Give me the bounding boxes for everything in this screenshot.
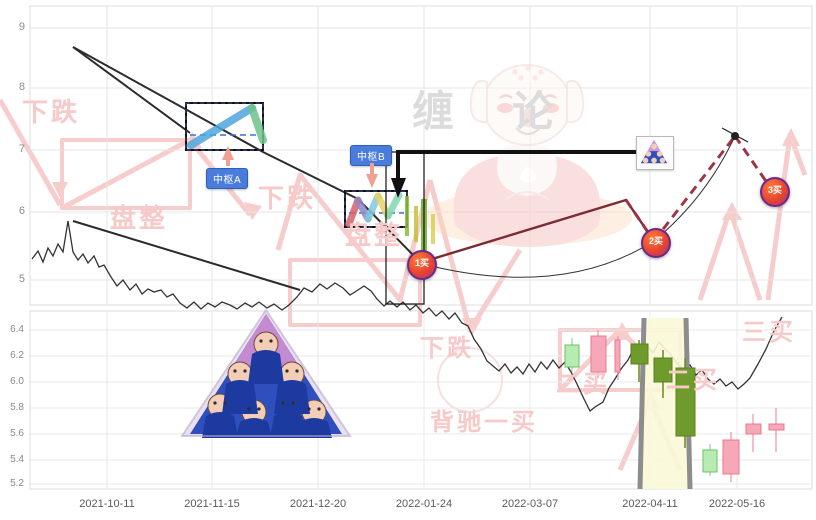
xtick-2: 2021-12-20 [289,498,347,510]
ytick-price-0: 9 [18,21,25,33]
brand-right-char: 论 [512,87,555,136]
ytick-vol-6: 5.2 [10,478,24,489]
candle [702,444,718,476]
xtick-0: 2021-10-11 [79,498,135,510]
xtick-6: 2022-05-16 [708,498,766,510]
badge-buy-3[interactable]: 3买 [760,177,790,207]
xtick-5: 2022-04-11 [622,498,678,510]
watermark-text-8: 三买 [742,318,796,346]
pyramid-photo-thumbnail[interactable] [636,136,674,170]
ytick-price-2: 7 [18,143,25,155]
watermark-text-3: 盘整 [345,221,404,251]
badge-buy-1[interactable]: 1买 [407,250,437,280]
pivot-box-a [185,102,267,151]
rising-channel [418,198,655,265]
ytick-vol-1: 6.2 [10,350,24,361]
xtick-1: 2021-11-15 [184,498,240,510]
ytick-vol-5: 5.4 [10,454,24,465]
ytick-vol-2: 6.0 [10,376,24,387]
watermark-text-7: 二买 [666,366,720,394]
candle [768,408,785,452]
xtick-3: 2022-01-24 [395,498,453,510]
candle [745,414,762,452]
ytick-price-1: 8 [18,81,25,93]
badge-buy-2[interactable]: 2买 [641,228,671,258]
ytick-vol-0: 6.4 [10,324,24,335]
watermark-text-1: 盘整 [110,204,169,234]
pivot-label-a[interactable]: 中枢A [206,168,249,189]
pivot-label-b[interactable]: 中枢B [350,145,393,166]
ytick-vol-4: 5.6 [10,428,24,439]
ytick-price-3: 6 [18,205,25,217]
candle [614,336,621,380]
ytick-price-4: 5 [18,273,25,285]
watermark-text-2: 下跌 [258,184,317,214]
watermark-text-0: 下跌 [22,98,81,128]
candle [630,340,649,382]
watermark-text-4: 下跌 [420,334,474,362]
trend-line-down [72,220,301,291]
xtick-4: 2022-03-07 [501,498,559,510]
brand-left-char: 缠 [412,87,454,136]
watermark-text-5: 背驰一买 [430,408,538,436]
candle [722,432,740,482]
ytick-vol-3: 5.8 [10,402,24,413]
watermark-text-6: 二买 [556,370,610,398]
